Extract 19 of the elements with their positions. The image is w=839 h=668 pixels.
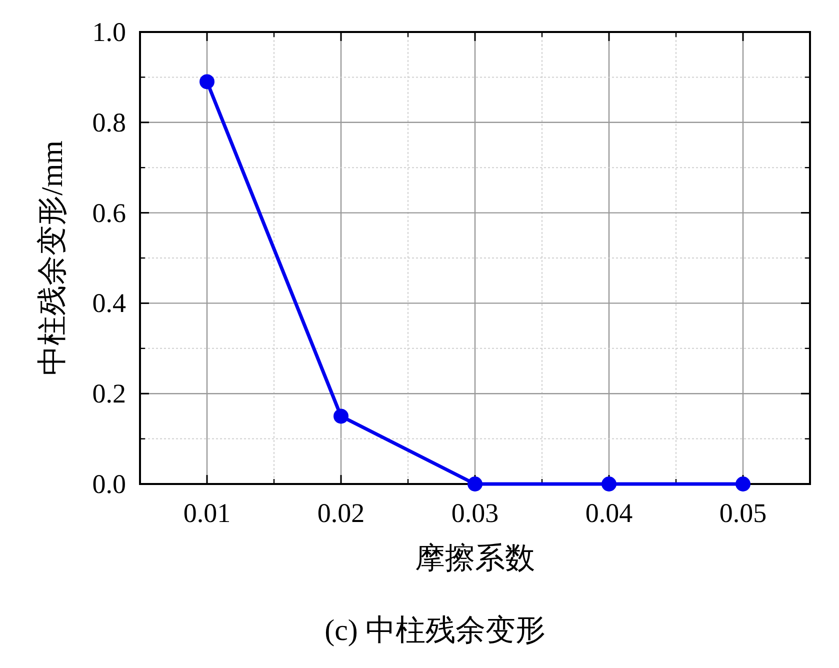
point [468,476,482,492]
y-tick-label: 0.2 [92,378,126,409]
y-axis-title: 中柱残余变形/mm [36,140,69,376]
y-tick-label: 1.0 [92,17,126,47]
x-tick-label: 0.03 [451,498,499,528]
y-tick-label: 0.0 [92,469,126,499]
point [200,74,214,90]
x-axis-title: 摩擦系数 [415,542,535,575]
y-tick-label: 0.4 [92,288,126,318]
x-tick-label: 0.04 [585,498,634,528]
text: (c) 中柱残余变形 [324,614,546,647]
y-tick-label: 0.6 [92,198,126,228]
point [334,408,348,424]
x-tick-label: 0.02 [317,498,365,528]
x-tick-label: 0.05 [719,498,767,528]
y-tick-label: 0.8 [92,107,126,138]
point [602,476,616,492]
point [736,476,750,492]
x-tick-label: 0.01 [183,498,231,528]
